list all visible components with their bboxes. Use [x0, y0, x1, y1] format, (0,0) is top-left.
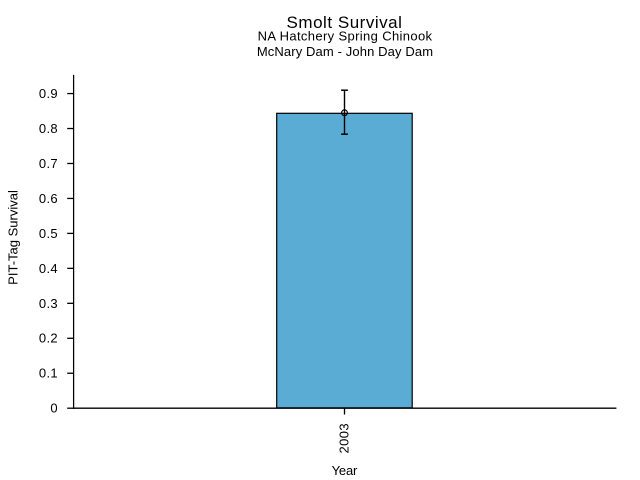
svg-text:0.9: 0.9 — [39, 86, 58, 101]
svg-text:PIT-Tag Survival: PIT-Tag Survival — [6, 190, 21, 285]
svg-text:0.6: 0.6 — [39, 191, 58, 206]
svg-text:0.3: 0.3 — [39, 296, 58, 311]
svg-text:NA Hatchery Spring Chinook: NA Hatchery Spring Chinook — [258, 28, 433, 43]
svg-text:0.7: 0.7 — [39, 156, 58, 171]
svg-text:0.1: 0.1 — [39, 366, 58, 381]
svg-text:McNary Dam - John Day Dam: McNary Dam - John Day Dam — [257, 44, 433, 59]
svg-text:Year: Year — [332, 463, 358, 478]
svg-text:0.4: 0.4 — [39, 261, 58, 276]
svg-text:0.8: 0.8 — [39, 121, 58, 136]
svg-text:2003: 2003 — [337, 423, 352, 454]
svg-text:0: 0 — [50, 401, 58, 416]
svg-text:0.5: 0.5 — [39, 226, 58, 241]
svg-text:0.2: 0.2 — [39, 331, 58, 346]
svg-text:Smolt Survival: Smolt Survival — [287, 13, 403, 32]
